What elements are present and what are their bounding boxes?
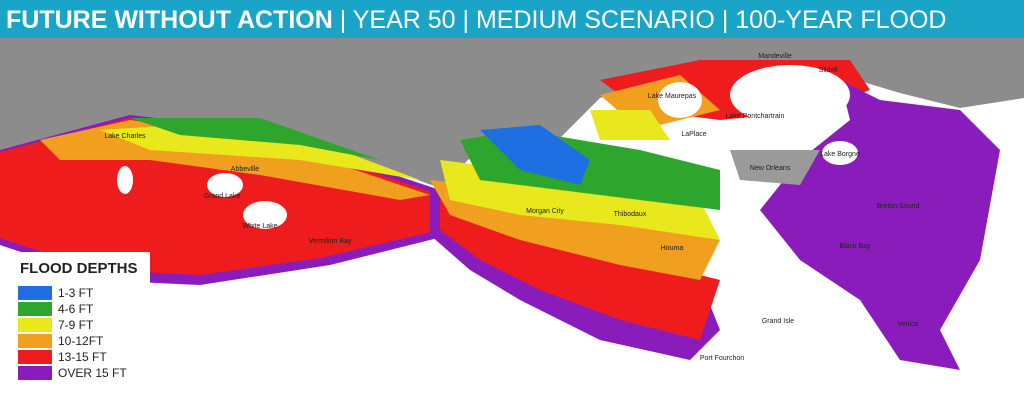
place-label: Breton Sound <box>877 203 920 210</box>
place-label: Abbeville <box>231 166 260 173</box>
place-label: Lake Charles <box>104 133 146 140</box>
legend-label: 4-6 FT <box>58 302 94 316</box>
flood-zone <box>760 80 1000 370</box>
legend-label: 1-3 FT <box>58 286 94 300</box>
place-label: Grand Isle <box>762 318 794 325</box>
legend-swatch <box>18 286 52 300</box>
place-label: Morgan City <box>526 208 564 215</box>
place-label: Grand Lake <box>204 193 241 200</box>
legend-label: 7-9 FT <box>58 318 94 332</box>
legend-label: 13-15 FT <box>58 350 107 364</box>
place-label: White Lake <box>242 223 277 230</box>
urban-area <box>730 150 820 185</box>
legend-label: 10-12FT <box>58 334 104 348</box>
place-label: Lake Maurepas <box>648 93 697 100</box>
place-label: Black Bay <box>839 243 871 250</box>
legend: FLOOD DEPTHS 1-3 FT 4-6 FT 7-9 FT 10-12FT 13… <box>0 252 150 387</box>
flood-zone <box>480 125 590 185</box>
legend-swatch <box>18 318 52 332</box>
land <box>0 38 1024 188</box>
legend-label: OVER 15 FT <box>58 366 127 380</box>
place-label: Port Fourchon <box>700 355 744 362</box>
place-label: Vermilion Bay <box>309 238 352 245</box>
place-label: Thibodaux <box>614 211 647 218</box>
legend-swatch <box>18 366 52 380</box>
map: Mandeville Slidell Lake Maurepas LaPlace Lak… <box>0 38 1024 401</box>
title-rest: | YEAR 50 | MEDIUM SCENARIO | 100-YEAR F… <box>339 6 947 34</box>
lakes <box>117 65 858 229</box>
place-label: Lake Borgne <box>820 151 860 158</box>
flood-zone <box>590 110 670 140</box>
header: FUTURE WITHOUT ACTION | YEAR 50 | MEDIUM… <box>0 0 1024 38</box>
place-label: Lake Pontchartrain <box>726 113 785 120</box>
place-label: Venice <box>897 321 918 328</box>
place-label: LaPlace <box>681 131 706 138</box>
place-label: Houma <box>661 245 684 252</box>
place-label: Slidell <box>819 67 838 74</box>
place-label: New Orleans <box>750 165 791 172</box>
place-labels: Mandeville Slidell Lake Maurepas LaPlace Lak… <box>104 53 919 362</box>
flood-zone <box>130 118 380 160</box>
legend-title: FLOOD DEPTHS <box>20 260 138 277</box>
legend-swatch <box>18 302 52 316</box>
legend-swatch <box>18 350 52 364</box>
place-label: Mandeville <box>758 53 792 60</box>
title-lead: FUTURE WITHOUT ACTION <box>6 6 333 34</box>
legend-swatch <box>18 334 52 348</box>
